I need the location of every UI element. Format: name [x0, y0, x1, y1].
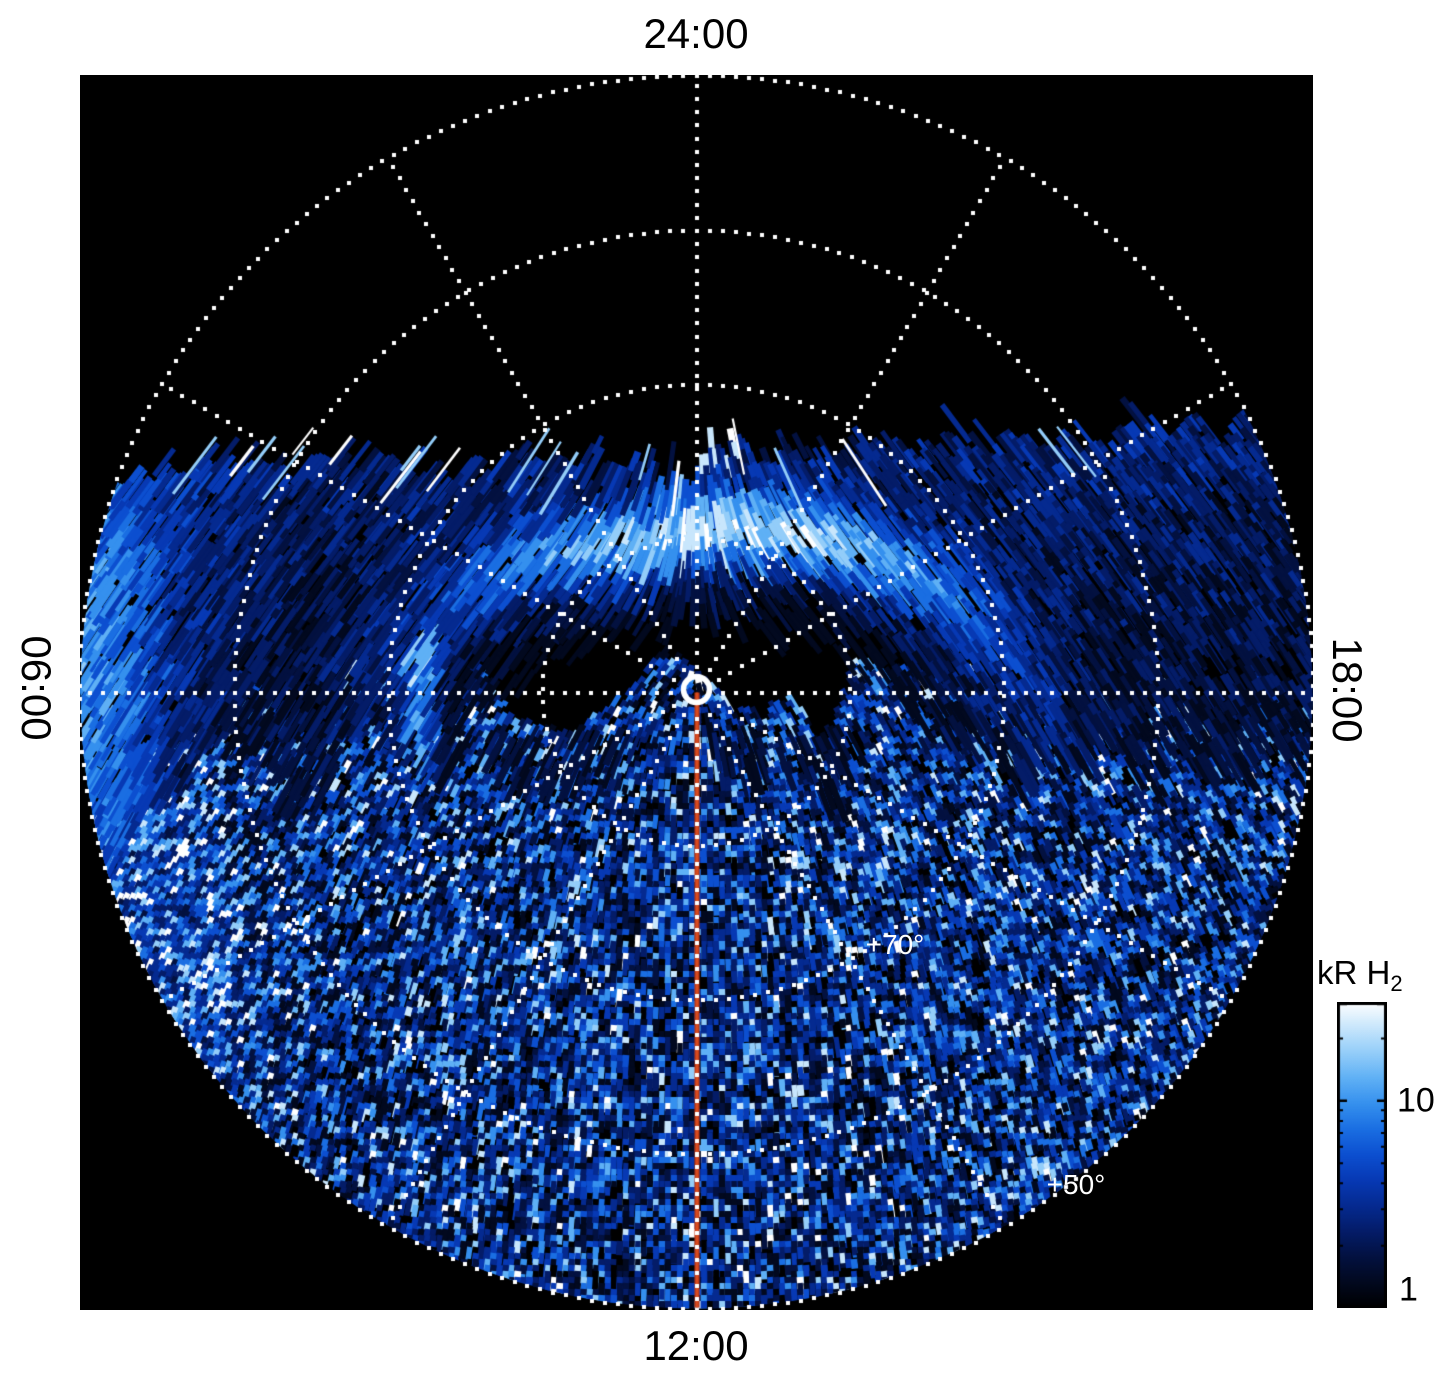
colorbar-title-text: kR H — [1317, 954, 1391, 991]
latitude-label-70: +70° — [865, 929, 925, 960]
local-time-label-12: 12:00 — [643, 1322, 749, 1369]
latitude-label-50: +50° — [1046, 1169, 1106, 1200]
colorbar-tick-label-10: 10 — [1397, 1081, 1435, 1120]
local-time-label-18: 18:00 — [1324, 637, 1371, 743]
colorbar-title-subscript: 2 — [1390, 971, 1403, 996]
local-time-label-24: 24:00 — [643, 10, 749, 57]
colorbar: kR H2 10 1 — [1317, 954, 1435, 1309]
polar-plot-area — [80, 75, 1313, 1310]
polar-map-canvas — [80, 75, 1313, 1310]
colorbar-title: kR H2 — [1317, 954, 1403, 997]
colorbar-tick-label-1: 1 — [1399, 1270, 1418, 1309]
colorbar-gradient-canvas — [1337, 1002, 1387, 1308]
local-time-label-06: 06:00 — [13, 635, 60, 741]
